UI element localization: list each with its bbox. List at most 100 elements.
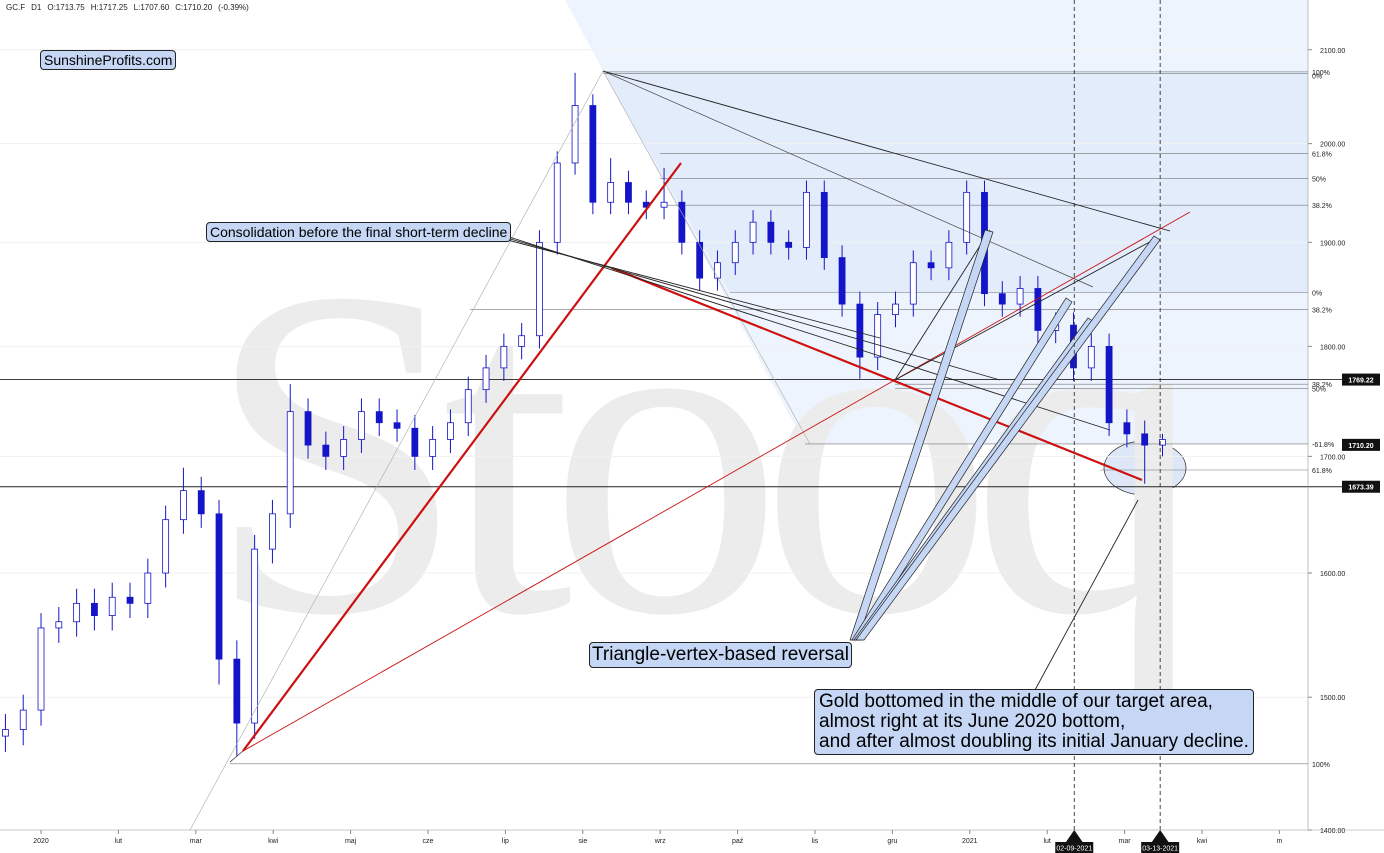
candle-body — [660, 201, 668, 208]
date-marker-label: 03-13-2021 — [1142, 846, 1178, 853]
shade-area — [603, 71, 1308, 293]
candle-body — [304, 411, 312, 446]
fib-label: 100% — [1312, 70, 1330, 77]
candle-body — [696, 241, 704, 279]
fib-label: 50% — [1312, 177, 1326, 184]
x-tick-label: maj — [345, 838, 357, 845]
price-badge-label: 1769.22 — [1348, 378, 1373, 385]
candle-body — [785, 241, 793, 248]
date-marker-arrow — [1151, 830, 1170, 843]
y-tick-label: 1800.00 — [1320, 344, 1345, 351]
x-tick-label: lut — [1043, 838, 1050, 845]
candle-body — [358, 411, 365, 440]
price-badge-label: 1673.39 — [1348, 485, 1373, 492]
candle-body — [963, 191, 971, 243]
trend-line — [242, 211, 1191, 752]
candle-body — [1087, 345, 1095, 369]
candle-body — [1105, 345, 1113, 424]
fib-label: 61.8% — [1312, 468, 1332, 475]
y-tick-label: 1400.00 — [1320, 828, 1345, 835]
fib-label: 61.8% — [1312, 151, 1332, 158]
annotation-line: and after almost doubling its initial Ja… — [819, 731, 1249, 752]
price-badge-label: 1710.20 — [1348, 443, 1373, 450]
candle-body — [571, 105, 579, 164]
candle-body — [411, 427, 419, 457]
x-tick-label: kwi — [268, 838, 279, 845]
candle-body — [108, 596, 116, 617]
candle-body — [838, 257, 846, 305]
candle-body — [1141, 433, 1149, 446]
candle-body — [874, 314, 882, 358]
trend-line — [611, 266, 1143, 482]
candle-body — [126, 596, 134, 604]
candle-body — [19, 709, 27, 730]
date-marker-label: 02-09-2021 — [1056, 846, 1092, 853]
trend-line — [499, 235, 1001, 381]
x-tick-label: 2021 — [962, 838, 978, 845]
trend-line — [229, 750, 244, 763]
x-tick-label: paź — [732, 838, 744, 845]
fib-label: -61.8% — [1312, 442, 1334, 449]
candle-body — [749, 221, 757, 243]
candle-body — [731, 241, 739, 264]
candle-body — [393, 422, 401, 429]
annotation-line: Gold bottomed in the middle of our targe… — [819, 691, 1213, 712]
candle-body — [625, 182, 632, 203]
x-tick-label: wrz — [654, 838, 666, 845]
x-tick-label: 2020 — [33, 838, 49, 845]
header-field: O:1713.75 — [47, 3, 85, 12]
date-marker-box — [1055, 842, 1094, 853]
candle-body — [73, 602, 81, 623]
candle-body — [607, 182, 615, 203]
header-field: (-0.39%) — [218, 3, 249, 12]
candle-body — [909, 262, 917, 305]
candle-body — [1123, 422, 1131, 435]
candle-body — [998, 293, 1006, 305]
annotation: Consolidation before the final short-ter… — [206, 222, 512, 242]
header-field: L:1707.60 — [134, 3, 170, 12]
candle-body — [856, 303, 864, 358]
candle-body — [536, 241, 543, 337]
fib-label: 0% — [1312, 291, 1322, 298]
header-field: H:1717.25 — [91, 3, 128, 12]
candle-body — [322, 444, 330, 457]
x-tick-label: gru — [887, 838, 897, 845]
candle-body — [482, 367, 490, 391]
candle-body — [340, 439, 348, 457]
x-tick-label: mar — [1119, 838, 1132, 845]
candle-body — [1034, 288, 1042, 331]
date-marker-arrow — [1065, 830, 1084, 843]
date-marker-box — [1141, 842, 1180, 853]
x-tick-label: lis — [812, 838, 819, 845]
watermark: Stooq — [205, 191, 1205, 713]
fib-label: 100% — [1312, 762, 1330, 769]
candle-body — [945, 241, 953, 269]
fib-label: 0% — [1312, 74, 1322, 81]
candle-body — [447, 422, 454, 440]
candle-body — [820, 191, 828, 258]
x-tick-label: cze — [423, 838, 434, 845]
annotation-line: almost right at its June 2020 bottom, — [819, 711, 1126, 732]
trend-line — [189, 70, 604, 831]
candle-body — [269, 513, 276, 550]
trend-line — [602, 70, 1094, 288]
shading — [565, 0, 1308, 496]
candle-body — [767, 221, 775, 243]
price-badge — [1342, 438, 1380, 451]
candle-body — [233, 658, 241, 724]
candle-body — [144, 572, 152, 604]
candle-body — [91, 602, 98, 617]
trend-line — [242, 162, 682, 752]
candle-body — [500, 345, 508, 369]
trend-line — [602, 70, 811, 445]
candle-body — [215, 513, 223, 660]
candle-body — [2, 729, 9, 737]
candle-body — [892, 303, 899, 315]
y-tick-label: 2000.00 — [1320, 142, 1345, 149]
x-tick-label: sie — [578, 838, 587, 845]
callout-line — [1034, 499, 1139, 691]
candle-body — [37, 627, 45, 711]
trend-line — [894, 237, 1158, 381]
